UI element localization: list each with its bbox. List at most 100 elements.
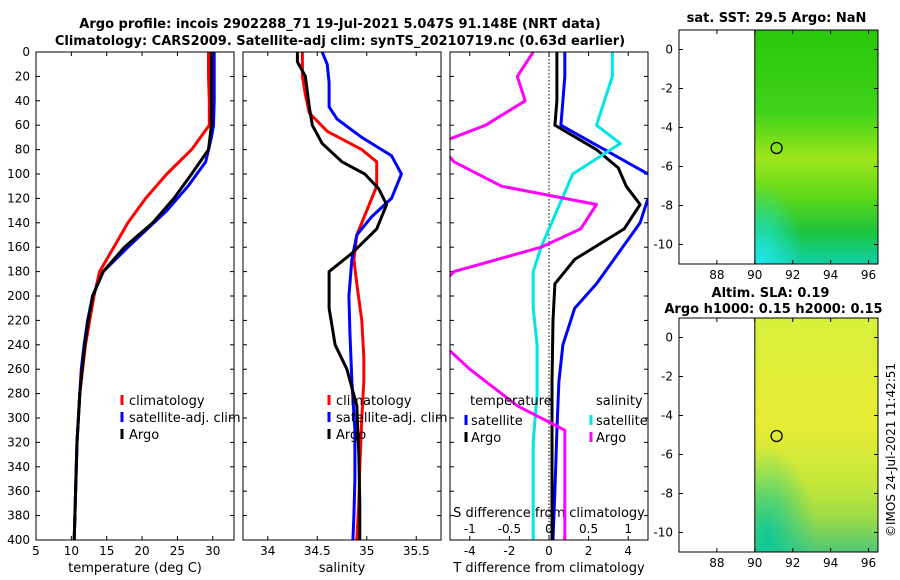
lon-tick-label: 92 bbox=[785, 268, 800, 282]
lat-tick-label: -6 bbox=[661, 160, 673, 174]
legend-label: climatology bbox=[129, 394, 205, 409]
series-line bbox=[531, 52, 622, 540]
x-axis-label: T difference from climatology bbox=[452, 561, 645, 576]
depth-tick-label: 340 bbox=[7, 460, 30, 474]
depth-tick-label: 140 bbox=[7, 216, 30, 230]
temperature-panel: 0 20 40 60 80 100 120 140 160 180 200 220 240 260 280 3… bbox=[7, 45, 241, 576]
s-tick-label: 0.5 bbox=[579, 522, 598, 536]
top-axis-label: S difference from climatology bbox=[453, 506, 645, 521]
depth-tick-label: 380 bbox=[7, 509, 30, 523]
x-tick-label: 25 bbox=[170, 544, 185, 558]
lon-tick-label: 90 bbox=[747, 556, 762, 570]
s-tick-label: 0 bbox=[545, 522, 553, 536]
legend-label: Argo bbox=[129, 428, 159, 443]
lon-tick-label: 94 bbox=[823, 268, 838, 282]
series-line bbox=[551, 197, 648, 540]
argo-location-marker bbox=[770, 141, 783, 155]
legend-label: Argo bbox=[471, 431, 501, 446]
lat-tick-label: -8 bbox=[661, 199, 673, 213]
depth-tick-label: 20 bbox=[15, 69, 30, 83]
depth-tick-label: 40 bbox=[15, 94, 30, 108]
x-axis-label: temperature (deg C) bbox=[68, 561, 202, 576]
depth-tick-label: 100 bbox=[7, 167, 30, 181]
x-tick-label: -2 bbox=[503, 544, 515, 558]
x-tick-label: 4 bbox=[624, 544, 632, 558]
x-tick-label: 2 bbox=[585, 544, 593, 558]
s-tick-label: -0.5 bbox=[498, 522, 521, 536]
legend-label: satellite bbox=[596, 414, 648, 429]
map-field-overlay bbox=[754, 318, 878, 552]
depth-tick-label: 360 bbox=[7, 484, 30, 498]
lat-tick-label: -8 bbox=[661, 487, 673, 501]
legend-label: climatology bbox=[336, 394, 412, 409]
legend-label: satellite-adj. clim bbox=[129, 411, 241, 426]
depth-tick-label: 120 bbox=[7, 191, 30, 205]
salinity-panel: 34 34.5 35 35.5 salinity climatology satellite… bbox=[242, 51, 448, 576]
x-tick-label: 30 bbox=[205, 544, 220, 558]
x-tick-label: 34 bbox=[260, 544, 275, 558]
lat-tick-label: -6 bbox=[661, 448, 673, 462]
lat-tick-label: -10 bbox=[653, 238, 673, 252]
map-title: sat. SST: 29.5 Argo: NaN bbox=[687, 11, 867, 26]
s-tick-label: 1 bbox=[624, 522, 632, 536]
x-tick-label: 35 bbox=[359, 544, 374, 558]
x-tick-label: 34.5 bbox=[304, 544, 331, 558]
x-axis-label: salinity bbox=[319, 561, 366, 576]
legend-label: Argo bbox=[596, 431, 626, 446]
axes-frame bbox=[35, 51, 235, 541]
legend-t-title: temperature bbox=[470, 394, 552, 409]
depth-tick-label: 280 bbox=[7, 387, 30, 401]
map-frame bbox=[678, 317, 879, 553]
imos-watermark: ©IMOS 24-Jul-2021 11:42:51 bbox=[884, 363, 898, 537]
lat-tick-label: -10 bbox=[653, 526, 673, 540]
legend-s-title: salinity bbox=[596, 394, 643, 409]
series-line bbox=[72, 52, 213, 540]
x-tick-label: 10 bbox=[64, 544, 79, 558]
depth-tick-label: 300 bbox=[7, 411, 30, 425]
map-frame bbox=[678, 29, 879, 265]
map-field-overlay bbox=[754, 30, 878, 264]
lon-tick-label: 88 bbox=[709, 268, 724, 282]
series-line bbox=[295, 52, 389, 540]
series-line bbox=[450, 52, 598, 540]
s-tick-label: -1 bbox=[464, 522, 476, 536]
lat-tick-label: -2 bbox=[661, 370, 673, 384]
depth-tick-label: 0 bbox=[22, 45, 30, 59]
lon-tick-label: 96 bbox=[861, 268, 876, 282]
legend-label: satellite bbox=[471, 414, 523, 429]
x-tick-label: 5 bbox=[32, 544, 40, 558]
title-line-2: Climatology: CARS2009. Satellite-adj cli… bbox=[55, 34, 625, 49]
series-line bbox=[72, 52, 211, 540]
x-tick-label: 15 bbox=[99, 544, 114, 558]
legend-label: Argo bbox=[336, 428, 366, 443]
x-tick-label: 20 bbox=[134, 544, 149, 558]
legend-label: satellite-adj. clim bbox=[336, 411, 448, 426]
axes-frame bbox=[449, 51, 649, 541]
title-line-1: Argo profile: incois 2902288_71 19-Jul-2… bbox=[79, 17, 600, 32]
lon-tick-label: 96 bbox=[861, 556, 876, 570]
depth-tick-label: 320 bbox=[7, 435, 30, 449]
map-title: Altim. SLA: 0.19 bbox=[712, 286, 830, 301]
lat-tick-label: -4 bbox=[661, 409, 673, 423]
axes-frame bbox=[242, 51, 442, 541]
sla-map-panel: 88 90 92 94 96 0 -2 -4 -6 -8 -10 Altim. SLA: 0.19Ar… bbox=[653, 286, 882, 570]
depth-tick-label: 200 bbox=[7, 289, 30, 303]
depth-tick-label: 60 bbox=[15, 118, 30, 132]
depth-tick-label: 180 bbox=[7, 265, 30, 279]
lat-tick-label: -4 bbox=[661, 121, 673, 135]
lat-tick-label: 0 bbox=[665, 43, 673, 57]
difference-panel: -4 -2 0 2 4 T difference from climatology S di… bbox=[449, 51, 649, 576]
argo-location-marker bbox=[770, 429, 783, 443]
series-line bbox=[320, 52, 403, 540]
x-tick-label: 35.5 bbox=[403, 544, 430, 558]
lat-tick-label: 0 bbox=[665, 331, 673, 345]
map-subtitle: Argo h1000: 0.15 h2000: 0.15 bbox=[664, 302, 882, 317]
depth-tick-label: 160 bbox=[7, 240, 30, 254]
series-line bbox=[550, 52, 642, 540]
depth-tick-label: 240 bbox=[7, 338, 30, 352]
lon-tick-label: 88 bbox=[709, 556, 724, 570]
depth-tick-label: 400 bbox=[7, 533, 30, 547]
sst-map-panel: 88 90 92 94 96 0 -2 -4 -6 -8 -10 sat. SST: 29.5 Arg… bbox=[653, 11, 879, 282]
